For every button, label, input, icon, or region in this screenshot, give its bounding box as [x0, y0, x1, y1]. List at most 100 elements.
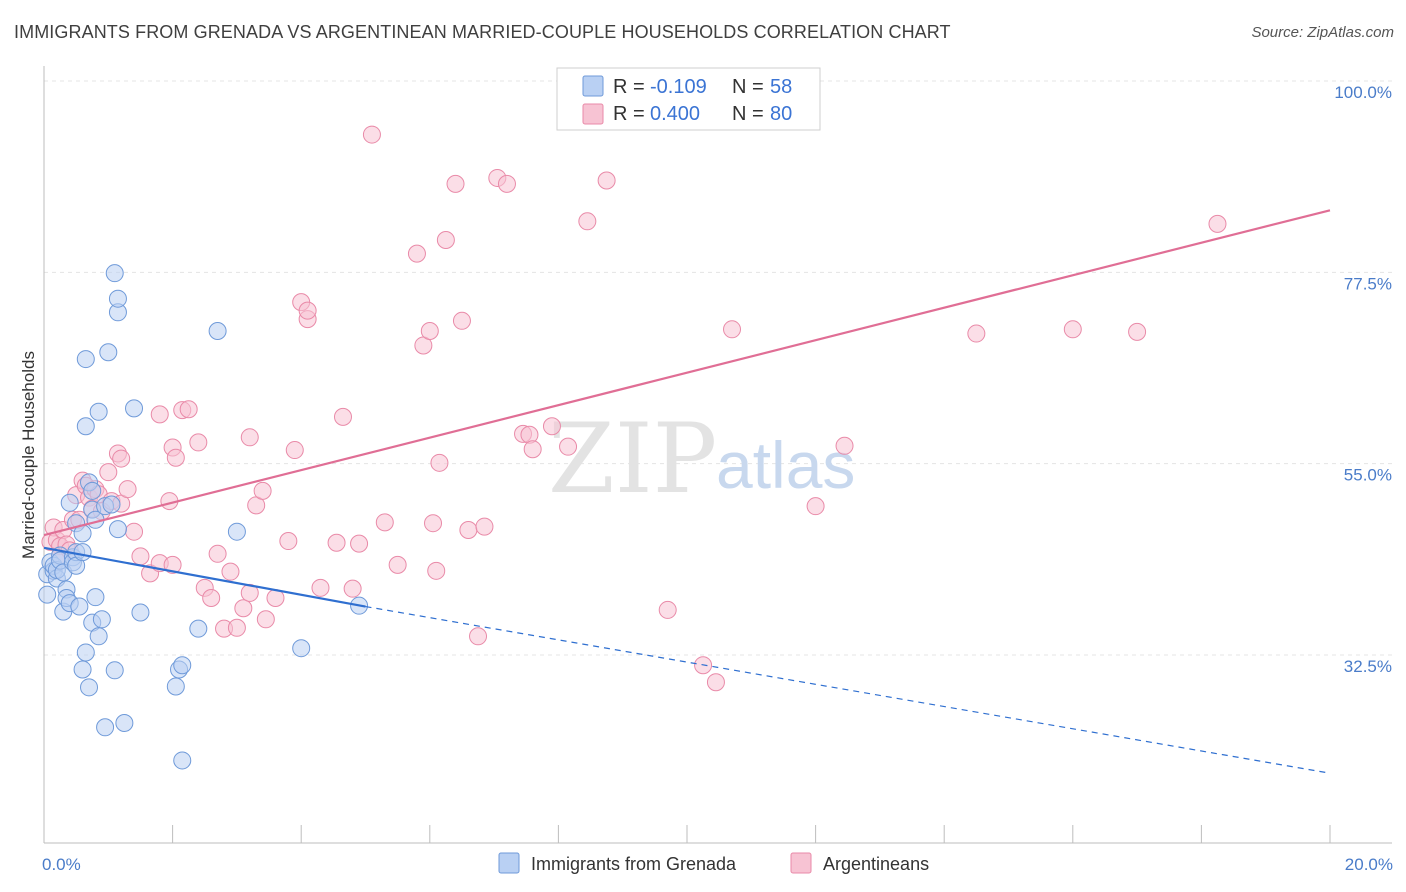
- bottom-legend-swatch-argentineans: [790, 852, 812, 874]
- point-argentineans: [578, 212, 597, 231]
- point-argentineans: [1063, 320, 1082, 339]
- point-argentineans: [221, 562, 240, 581]
- point-argentineans: [240, 428, 259, 447]
- point-grenada: [125, 399, 144, 418]
- point-argentineans: [279, 532, 298, 551]
- point-grenada: [76, 643, 95, 662]
- point-argentineans: [179, 400, 198, 419]
- point-argentineans: [112, 449, 131, 468]
- point-grenada: [99, 343, 118, 362]
- watermark-zip: ZIP: [548, 403, 717, 515]
- axes: [43, 66, 1392, 844]
- point-argentineans: [407, 244, 426, 263]
- legend-n-value-grenada: 58: [770, 76, 792, 98]
- point-argentineans: [253, 481, 272, 500]
- point-grenada: [102, 495, 121, 514]
- point-argentineans: [497, 174, 516, 193]
- y-tick-label: 55.0%: [1344, 466, 1392, 485]
- point-argentineans: [835, 436, 854, 455]
- legend-n-label-argentineans: N =: [732, 103, 764, 125]
- point-grenada: [76, 350, 95, 369]
- point-argentineans: [420, 322, 439, 341]
- point-grenada: [131, 603, 150, 622]
- trend-lines: [43, 209, 1331, 774]
- point-argentineans: [559, 437, 578, 456]
- x-tick-label: 20.0%: [1345, 855, 1393, 874]
- point-grenada: [173, 656, 192, 675]
- y-tick-labels: 32.5% 55.0% 77.5% 100.0%: [1334, 83, 1392, 676]
- y-axis-label: Married-couple Households: [19, 351, 38, 559]
- point-argentineans: [427, 561, 446, 580]
- series-grenada: [38, 264, 369, 770]
- point-grenada: [80, 678, 99, 697]
- trend-line-argentineans: [43, 209, 1331, 537]
- point-grenada: [115, 714, 134, 733]
- watermark: ZIP atlas: [548, 403, 855, 515]
- point-argentineans: [327, 533, 346, 552]
- point-argentineans: [350, 534, 369, 553]
- point-argentineans: [234, 599, 253, 618]
- point-grenada: [227, 522, 246, 541]
- point-argentineans: [150, 405, 169, 424]
- trend-line-grenada-extension: [365, 605, 1331, 774]
- y-tick-label: 32.5%: [1344, 657, 1392, 676]
- point-grenada: [92, 610, 111, 629]
- legend-swatch-grenada: [582, 75, 604, 97]
- point-argentineans: [285, 441, 304, 460]
- point-argentineans: [166, 448, 185, 467]
- point-argentineans: [430, 453, 449, 472]
- point-grenada: [86, 588, 105, 607]
- point-argentineans: [256, 610, 275, 629]
- point-grenada: [166, 677, 185, 696]
- point-argentineans: [723, 320, 742, 339]
- point-argentineans: [99, 463, 118, 482]
- point-grenada: [73, 543, 92, 562]
- point-grenada: [73, 660, 92, 679]
- legend-r-value-argentineans: 0.400: [650, 103, 700, 125]
- point-argentineans: [806, 497, 825, 516]
- point-argentineans: [388, 555, 407, 574]
- point-argentineans: [658, 600, 677, 619]
- gridlines: [44, 80, 1392, 656]
- legend-r-value-grenada: -0.109: [650, 76, 707, 98]
- watermark-atlas: atlas: [716, 428, 855, 502]
- series-argentineans: [41, 125, 1227, 692]
- bottom-legend: Immigrants from Grenada Argentineans: [498, 852, 929, 874]
- point-argentineans: [542, 417, 561, 436]
- point-argentineans: [1128, 322, 1147, 341]
- point-grenada: [105, 264, 124, 283]
- point-argentineans: [125, 522, 144, 541]
- point-argentineans: [208, 544, 227, 563]
- point-argentineans: [189, 433, 208, 452]
- legend-r-label-argentineans: R =: [613, 103, 645, 125]
- point-argentineans: [469, 627, 488, 646]
- point-argentineans: [343, 579, 362, 598]
- point-grenada: [76, 417, 95, 436]
- legend-n-label-grenada: N =: [732, 76, 764, 98]
- legend-n-value-argentineans: 80: [770, 103, 792, 125]
- point-argentineans: [446, 174, 465, 193]
- point-grenada: [60, 493, 79, 512]
- point-grenada: [83, 481, 102, 500]
- point-argentineans: [459, 520, 478, 539]
- point-grenada: [208, 322, 227, 341]
- point-argentineans: [362, 125, 381, 144]
- point-grenada: [108, 520, 127, 539]
- chart-source: Source: ZipAtlas.com: [1251, 24, 1394, 41]
- y-tick-label: 77.5%: [1344, 274, 1392, 293]
- point-grenada: [292, 639, 311, 658]
- x-tick-label: 0.0%: [42, 855, 81, 874]
- point-grenada: [70, 597, 89, 616]
- point-argentineans: [706, 673, 725, 692]
- point-argentineans: [202, 589, 221, 608]
- point-grenada: [105, 661, 124, 680]
- point-grenada: [108, 289, 127, 308]
- bottom-legend-label-argentineans: Argentineans: [823, 854, 929, 874]
- x-tick-labels: 0.0% 20.0%: [42, 855, 1393, 874]
- point-grenada: [173, 751, 192, 770]
- point-grenada: [189, 619, 208, 638]
- point-argentineans: [967, 324, 986, 343]
- point-grenada: [89, 627, 108, 646]
- point-argentineans: [118, 480, 137, 499]
